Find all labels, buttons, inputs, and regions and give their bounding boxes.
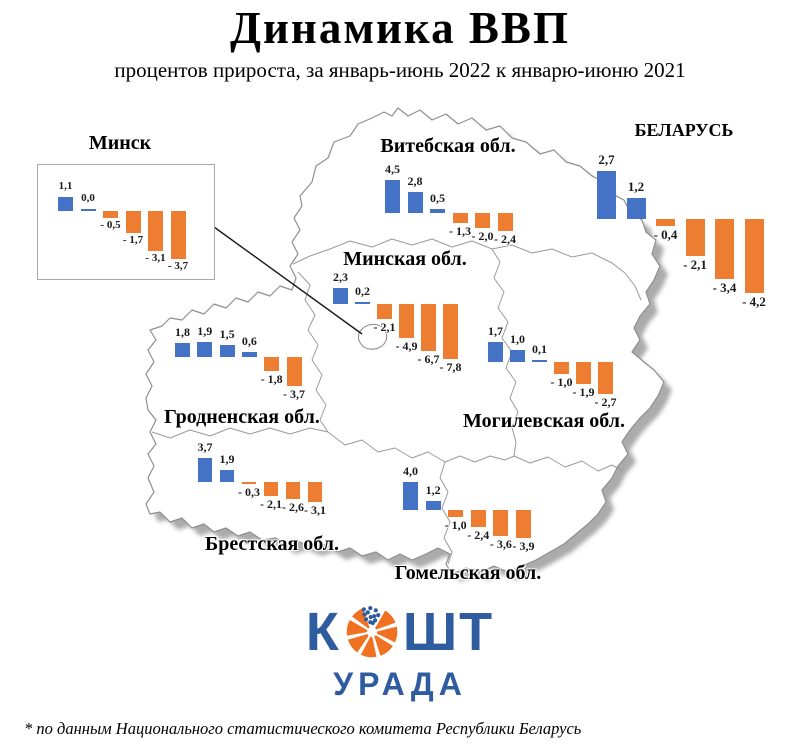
logo-dotted-wedge	[361, 606, 381, 626]
logo-word-kosht: К	[306, 604, 494, 660]
minsk-callout-line	[213, 226, 363, 335]
minsk-inset-box	[37, 164, 215, 280]
country-outline	[145, 107, 665, 575]
logo-word-urada: УРАДА	[333, 666, 467, 702]
logo-letters-sht: ШТ	[402, 602, 495, 662]
minsk-city-shape	[357, 323, 388, 350]
page-subtitle: процентов прироста, за январь-июнь 2022 …	[114, 58, 686, 82]
orange-slice-icon	[345, 606, 399, 659]
kosht-urada-logo: К	[0, 604, 800, 700]
source-note: * по данным Национального статистическог…	[24, 719, 582, 738]
logo-letter-k: К	[305, 602, 341, 662]
page-title: Динамика ВВП	[230, 3, 570, 53]
